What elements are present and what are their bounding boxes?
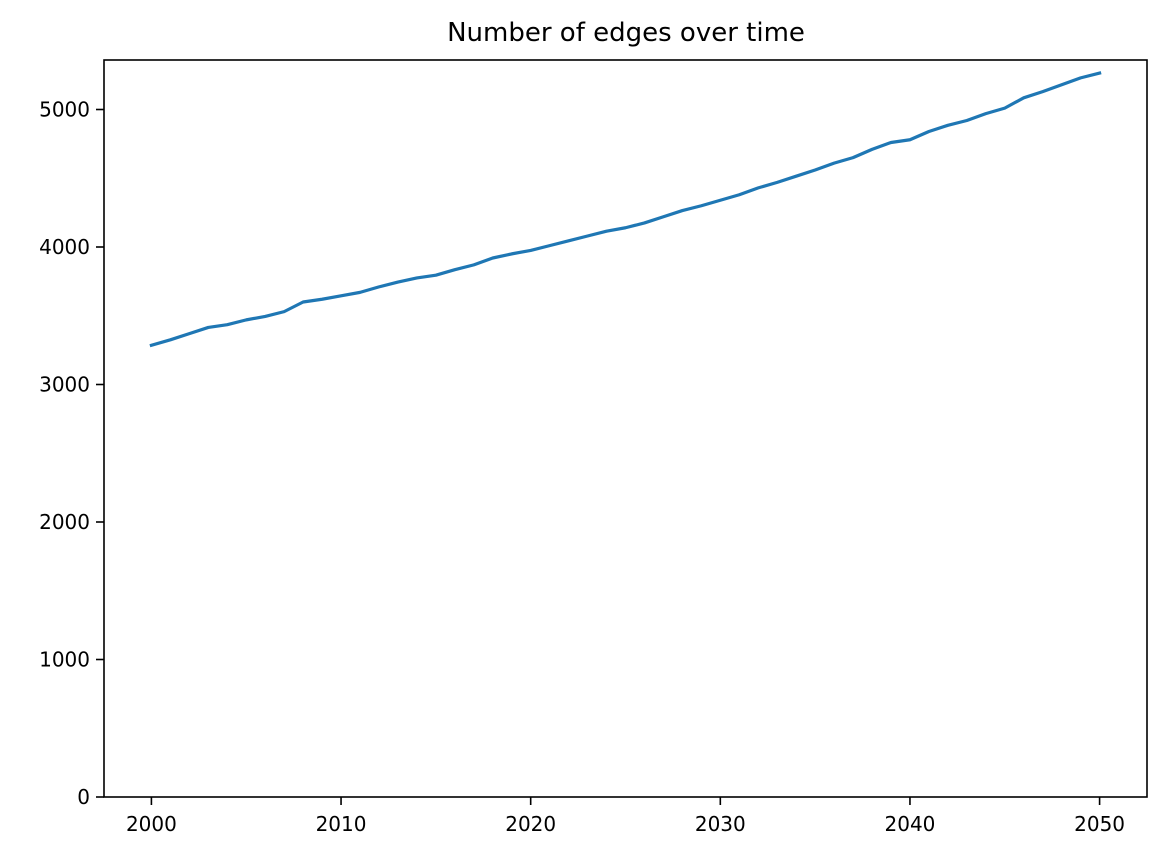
x-tick-label: 2040	[885, 812, 936, 836]
y-tick-label: 5000	[39, 98, 90, 122]
y-tick-label: 0	[77, 785, 90, 809]
series-line-0	[149, 71, 1102, 348]
x-tick-label: 2000	[126, 812, 177, 836]
x-tick-label: 2020	[505, 812, 556, 836]
y-tick-label: 1000	[39, 648, 90, 672]
x-tick-label: 2010	[316, 812, 367, 836]
y-axis: 0 1000 2000 3000 4000 5000	[39, 98, 104, 809]
plot-series	[149, 71, 1102, 348]
y-tick-label: 2000	[39, 510, 90, 534]
x-axis: 2000 2010 2020 2030 2040 2050	[126, 797, 1125, 836]
y-tick-label: 3000	[39, 373, 90, 397]
x-tick-label: 2030	[695, 812, 746, 836]
y-tick-label: 4000	[39, 235, 90, 259]
x-tick-label: 2050	[1074, 812, 1125, 836]
plot-frame	[103, 59, 1148, 798]
chart-title: Number of edges over time	[447, 18, 805, 48]
